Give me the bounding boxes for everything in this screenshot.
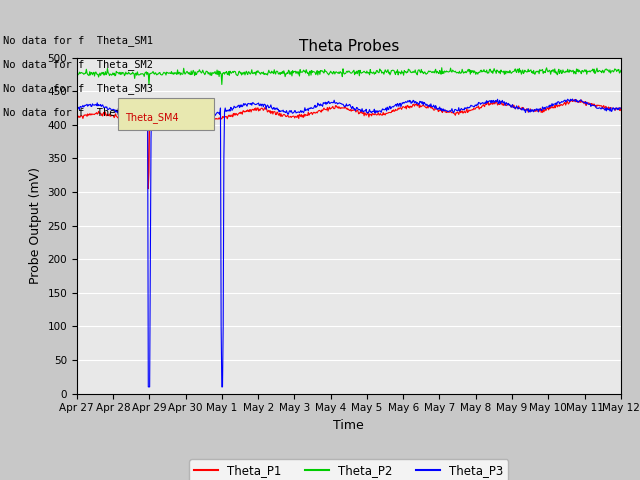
Theta_P2 xyxy=(404,70,412,75)
Text: No data for f  Theta_SM1: No data for f Theta_SM1 xyxy=(3,35,153,46)
Theta_P1 xyxy=(73,115,81,121)
Theta_P1 xyxy=(106,113,114,119)
Theta_P3 xyxy=(568,96,576,102)
Theta_P3 xyxy=(73,106,81,112)
Theta_P1 xyxy=(420,103,428,109)
Text: No data for f  Theta_SM2: No data for f Theta_SM2 xyxy=(3,59,153,70)
Line: Theta_P1: Theta_P1 xyxy=(77,100,621,189)
Theta_P2 xyxy=(420,70,428,76)
Theta_P2 xyxy=(617,68,625,73)
Theta_P1 xyxy=(571,97,579,103)
X-axis label: Time: Time xyxy=(333,419,364,432)
Legend: Theta_P1, Theta_P2, Theta_P3: Theta_P1, Theta_P2, Theta_P3 xyxy=(189,459,508,480)
Text: No data for f  Theta_SM3: No data for f Theta_SM3 xyxy=(3,83,153,94)
Theta_P2 xyxy=(145,82,153,87)
Theta_P2 xyxy=(106,72,114,77)
Theta_P3 xyxy=(420,99,428,105)
Theta_P1 xyxy=(390,107,397,113)
Theta_P1 xyxy=(486,100,494,106)
Theta_P3 xyxy=(617,106,625,111)
Y-axis label: Probe Output (mV): Probe Output (mV) xyxy=(29,167,42,284)
Theta_P3 xyxy=(145,384,152,390)
Theta_P1 xyxy=(145,186,152,192)
Theta_P3 xyxy=(106,106,114,111)
Theta_P2 xyxy=(438,65,445,71)
Theta_P2 xyxy=(73,72,81,78)
Theta_P3 xyxy=(542,104,550,110)
Theta_P2 xyxy=(543,65,550,71)
Title: Theta Probes: Theta Probes xyxy=(299,39,399,54)
Theta_P3 xyxy=(486,98,494,104)
Theta_P1 xyxy=(404,103,412,108)
Line: Theta_P2: Theta_P2 xyxy=(77,68,621,84)
Text: Theta_SM4: Theta_SM4 xyxy=(125,112,179,123)
Text: No data for f  Theta_SM4: No data for f Theta_SM4 xyxy=(3,107,153,118)
Theta_P3 xyxy=(390,104,397,110)
Theta_P3 xyxy=(404,98,412,104)
Theta_P2 xyxy=(487,68,495,74)
Line: Theta_P3: Theta_P3 xyxy=(77,99,621,387)
Theta_P2 xyxy=(390,68,397,73)
Theta_P1 xyxy=(542,108,550,113)
Theta_P1 xyxy=(617,105,625,111)
